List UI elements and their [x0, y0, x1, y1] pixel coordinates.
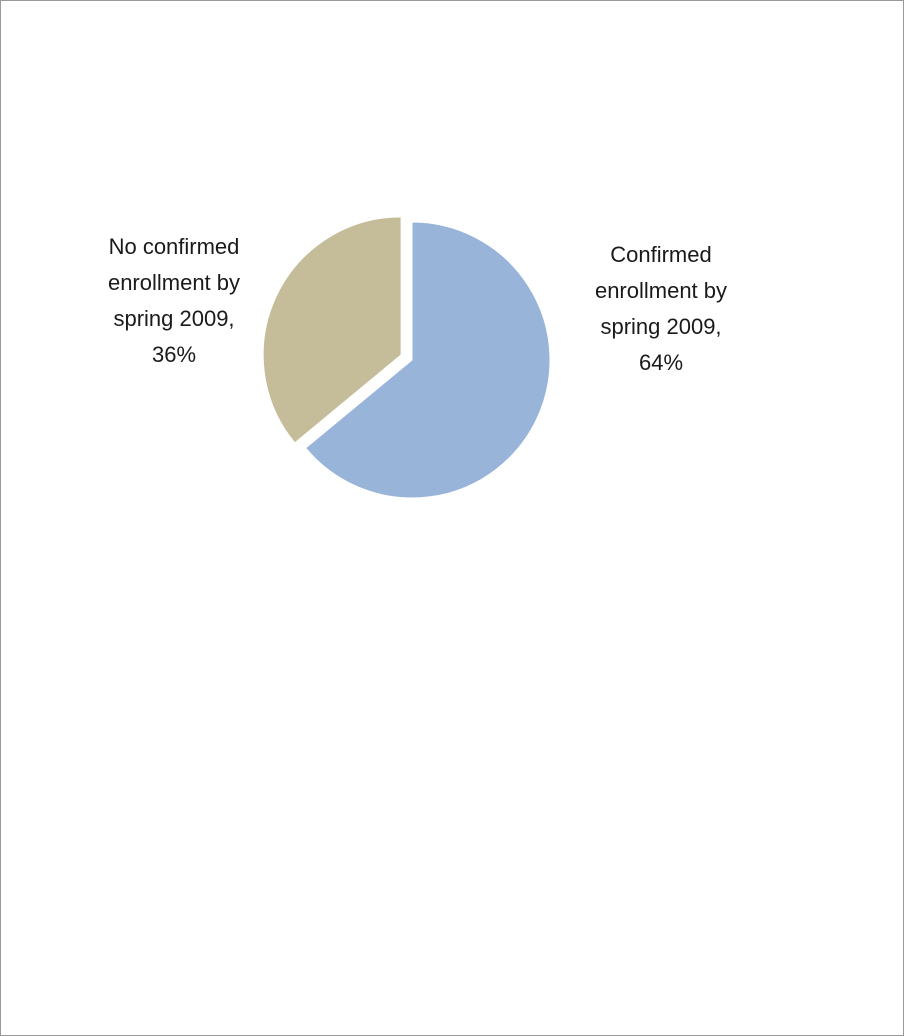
slice-label-line: spring 2009, [113, 306, 234, 331]
slice-label-line: 36% [152, 342, 196, 367]
slice-label-line: enrollment by [595, 278, 727, 303]
slice-label-line: enrollment by [108, 270, 240, 295]
slice-label-2: No confirmed enrollment by spring 2009, 36% [108, 234, 240, 367]
slice-label-line: 64% [639, 350, 683, 375]
slice-label-line: No confirmed [109, 234, 240, 259]
slice-label-line: Confirmed [610, 242, 711, 267]
pie-slice-2 [262, 216, 402, 444]
pie-slice-1 [304, 221, 551, 499]
slice-labels: Confirmed enrollment by spring 2009, 64% No … [108, 234, 727, 375]
pie-slices [262, 216, 551, 499]
slice-label-line: spring 2009, [600, 314, 721, 339]
slice-label-1: Confirmed enrollment by spring 2009, 64% [595, 242, 727, 375]
